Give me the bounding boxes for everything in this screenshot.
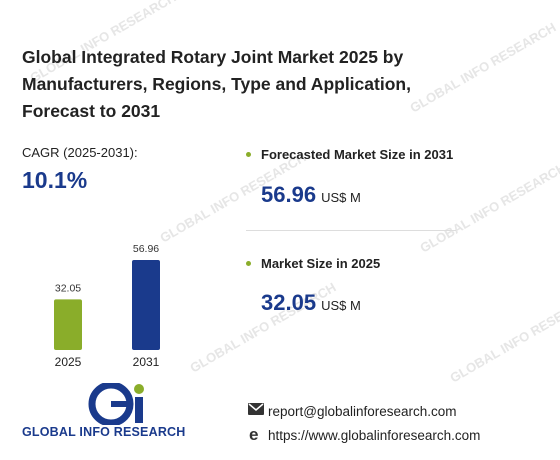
metric-label: Market Size in 2025 [261, 256, 381, 271]
logo-text: GLOBAL INFO RESEARCH [22, 425, 186, 439]
svg-text:e: e [249, 426, 258, 442]
title: Global Integrated Rotary Joint Market 20… [22, 47, 411, 121]
cagr-label: CAGR (2025-2031): [22, 145, 138, 160]
web-icon: e [249, 426, 258, 442]
metric-value: 32.05 US$ M [261, 290, 361, 316]
website[interactable]: https://www.globalinforesearch.com [268, 428, 481, 443]
x-tick-label: 2031 [133, 355, 160, 369]
metric-value: 56.96 US$ M [261, 182, 361, 208]
value-label: 32.05 [55, 282, 81, 294]
metric-unit: US$ M [321, 190, 361, 205]
divider [246, 230, 456, 231]
cagr-value: 10.1% [22, 167, 88, 193]
bar [132, 260, 160, 350]
watermark: GLOBAL INFO RESEARCH [447, 289, 560, 386]
metric-number: 32.05 [261, 290, 317, 315]
value-label: 56.96 [133, 243, 159, 255]
bullet [246, 261, 251, 266]
watermark: GLOBAL INFO RESEARCH [417, 159, 560, 256]
bar [54, 299, 82, 350]
metric-number: 56.96 [261, 182, 317, 207]
bullet [246, 152, 251, 157]
email[interactable]: report@globalinforesearch.com [268, 404, 457, 419]
metric-unit: US$ M [321, 298, 361, 313]
x-tick-label: 2025 [55, 355, 82, 369]
metric-label: Forecasted Market Size in 2031 [261, 147, 454, 162]
logo-mark [88, 383, 144, 425]
email-icon [248, 403, 264, 415]
bar-chart: 32.05 2025 56.96 2031 [54, 243, 160, 369]
